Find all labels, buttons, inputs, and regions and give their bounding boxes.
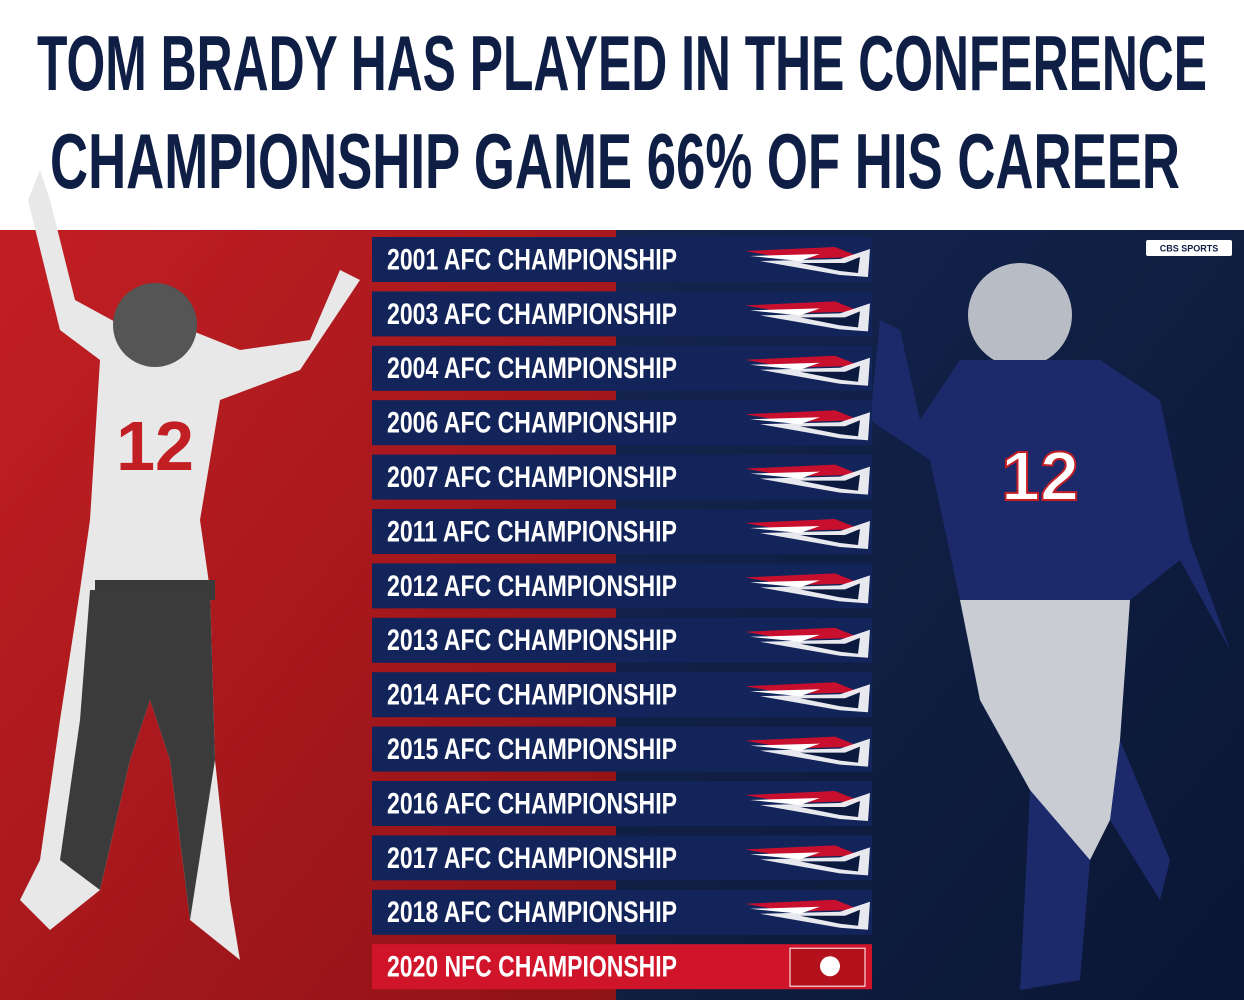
patriots-logo xyxy=(745,247,870,277)
logo-face xyxy=(800,855,860,872)
logo-stripe-white xyxy=(750,308,820,316)
game-label: 2017 AFC CHAMPIONSHIP xyxy=(387,842,677,875)
game-label: 2001 AFC CHAMPIONSHIP xyxy=(387,243,677,276)
game-label: 2011 AFC CHAMPIONSHIP xyxy=(387,515,677,548)
patriots-logo xyxy=(745,791,870,821)
logo-stripe-white xyxy=(750,526,820,533)
patriots-logo xyxy=(745,682,870,713)
logo-skull xyxy=(820,956,840,977)
logo-stripe-white xyxy=(750,798,820,805)
svg-text:12: 12 xyxy=(116,407,194,485)
right-player: 12 xyxy=(870,263,1230,990)
brand-badge xyxy=(1146,240,1232,256)
game-label: 2007 AFC CHAMPIONSHIP xyxy=(387,461,677,494)
logo-face xyxy=(800,365,860,382)
logo-face xyxy=(800,746,860,763)
logo-stripe-white xyxy=(750,689,820,697)
game-row: 2001 AFC CHAMPIONSHIP xyxy=(372,237,872,282)
game-row: 2012 AFC CHAMPIONSHIP xyxy=(372,563,872,609)
patriots-logo xyxy=(745,301,870,332)
game-row: 2016 AFC CHAMPIONSHIP xyxy=(372,781,872,826)
game-label: 2016 AFC CHAMPIONSHIP xyxy=(387,787,677,820)
logo-stripe-white xyxy=(750,580,820,588)
logo-stripe-white xyxy=(750,254,820,261)
game-label: 2004 AFC CHAMPIONSHIP xyxy=(387,352,677,385)
logo-stripe-white xyxy=(750,417,820,425)
game-row: 2003 AFC CHAMPIONSHIP xyxy=(372,291,872,337)
game-row: 2006 AFC CHAMPIONSHIP xyxy=(372,400,872,446)
game-row: 2014 AFC CHAMPIONSHIP xyxy=(372,672,872,718)
svg-text:12: 12 xyxy=(1001,437,1079,515)
patriots-logo xyxy=(745,573,870,604)
logo-stripe-white xyxy=(750,743,820,751)
logo-face xyxy=(800,692,860,709)
logo-face xyxy=(800,311,860,328)
logo-face xyxy=(800,801,860,817)
row-background xyxy=(372,944,872,990)
logo-face xyxy=(800,420,860,437)
game-row: 2011 AFC CHAMPIONSHIP xyxy=(372,509,872,554)
patriots-logo xyxy=(745,410,870,441)
logo-face xyxy=(800,529,860,545)
game-label: 2003 AFC CHAMPIONSHIP xyxy=(387,298,677,331)
logo-stripe-white xyxy=(750,471,820,479)
game-row: 2020 NFC CHAMPIONSHIP xyxy=(372,944,872,990)
logo-stripe-white xyxy=(750,852,820,860)
logo-face xyxy=(800,583,860,600)
game-row: 2017 AFC CHAMPIONSHIP xyxy=(372,835,872,881)
patriots-logo xyxy=(745,736,870,767)
game-label: 2014 AFC CHAMPIONSHIP xyxy=(387,679,677,712)
game-label: 2013 AFC CHAMPIONSHIP xyxy=(387,624,677,657)
buccaneers-logo xyxy=(789,947,866,987)
logo-face xyxy=(800,637,860,654)
logo-face xyxy=(800,909,860,926)
left-player: 12 xyxy=(20,170,360,960)
game-row: 2018 AFC CHAMPIONSHIP xyxy=(372,889,872,935)
game-label: 2020 NFC CHAMPIONSHIP xyxy=(387,951,677,984)
game-label: 2012 AFC CHAMPIONSHIP xyxy=(387,570,677,603)
patriots-logo xyxy=(745,845,870,876)
right-background xyxy=(616,230,1244,1000)
game-row: 2015 AFC CHAMPIONSHIP xyxy=(372,726,872,772)
game-label: 2018 AFC CHAMPIONSHIP xyxy=(387,896,677,929)
patriots-logo xyxy=(745,355,870,386)
title-line: TOM BRADY HAS PLAYED IN THE CONFERENCE xyxy=(37,19,1207,107)
brand: CBS SPORTS xyxy=(1160,243,1219,253)
patriots-logo xyxy=(745,899,870,930)
patriots-logo xyxy=(745,627,870,658)
logo-face xyxy=(800,257,860,273)
logo-stripe-white xyxy=(750,362,820,370)
patriots-logo xyxy=(745,464,870,495)
game-row: 2013 AFC CHAMPIONSHIP xyxy=(372,617,872,663)
logo-stripe-white xyxy=(750,634,820,642)
game-label: 2006 AFC CHAMPIONSHIP xyxy=(387,407,677,440)
logo-face xyxy=(800,474,860,491)
game-row: 2004 AFC CHAMPIONSHIP xyxy=(372,345,872,391)
game-list: 2001 AFC CHAMPIONSHIP 2003 AFC CHAMPIONSH… xyxy=(372,237,872,990)
game-label: 2015 AFC CHAMPIONSHIP xyxy=(387,733,677,766)
title-line: CHAMPIONSHIP GAME 66% OF HIS CAREER xyxy=(50,117,1180,205)
patriots-logo xyxy=(745,519,870,549)
logo-stripe-white xyxy=(750,906,820,914)
game-row: 2007 AFC CHAMPIONSHIP xyxy=(372,454,872,500)
